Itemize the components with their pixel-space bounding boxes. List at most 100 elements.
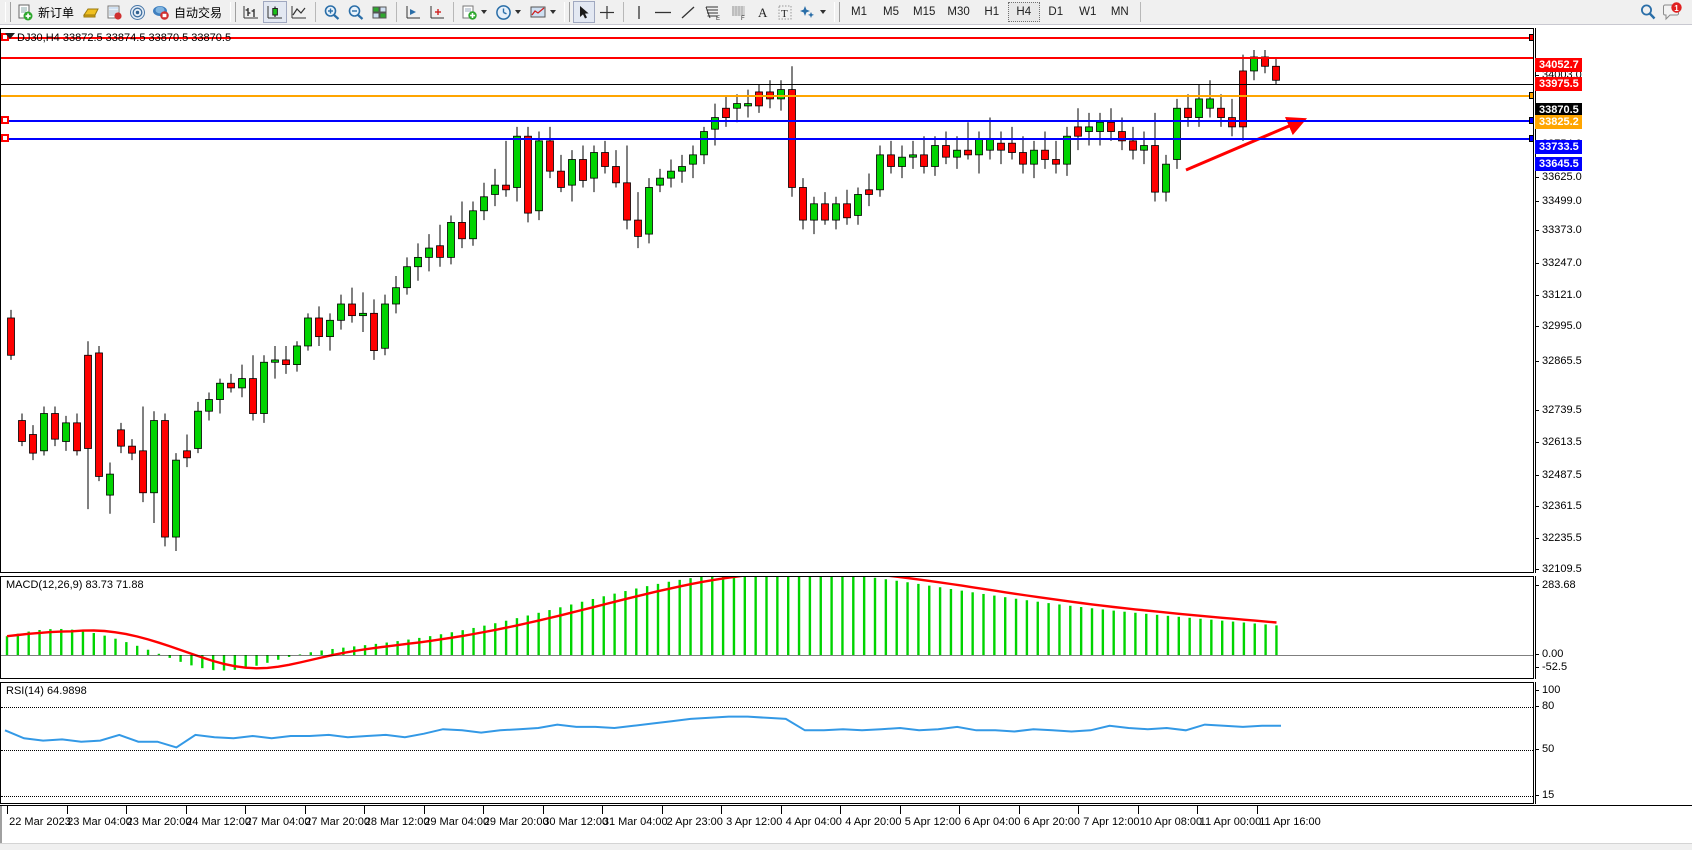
- chevron-down-icon-4[interactable]: [820, 10, 827, 14]
- cursor-tool-button[interactable]: [573, 1, 596, 23]
- level-anchor-support-lower[interactable]: [1, 134, 9, 142]
- price-tick: 32739.5: [1535, 405, 1582, 416]
- line-chart-button[interactable]: [287, 1, 311, 23]
- period-w1[interactable]: W1: [1079, 6, 1097, 18]
- label-tool-button[interactable]: T: [774, 1, 796, 23]
- chart-menu-toggle-icon[interactable]: [5, 33, 15, 39]
- price-chart-pane[interactable]: DJ30,H4 33872.5 33874.5 33870.5 33870.5: [0, 28, 1534, 573]
- time-tick: [66, 806, 68, 814]
- level-line-resistance-upper[interactable]: [1, 34, 1533, 41]
- shapes-tool-button[interactable]: [796, 1, 831, 23]
- toolbar-grip[interactable]: [5, 2, 11, 22]
- tile-windows-icon: [371, 4, 389, 21]
- crosshair-tool-button[interactable]: [595, 1, 619, 23]
- chart-settings-button[interactable]: [526, 1, 561, 23]
- time-label: 29 Mar 04:00: [424, 816, 490, 828]
- time-label: 5 Apr 12:00: [904, 816, 961, 828]
- time-label: 2 Apr 23:00: [666, 816, 723, 828]
- price-tag-support-upper[interactable]: 33733.5: [1535, 140, 1582, 154]
- macd-pane[interactable]: MACD(12,26,9) 83.73 71.88: [0, 576, 1534, 679]
- level-handle-resistance-upper[interactable]: [1529, 34, 1533, 41]
- toolbar-separator-2: [396, 2, 398, 22]
- level-line-support-upper[interactable]: [1, 117, 1533, 124]
- chevron-down-icon-2[interactable]: [515, 10, 522, 14]
- period-mn[interactable]: MN: [1110, 6, 1129, 18]
- indicators-menu-button[interactable]: [458, 1, 492, 23]
- gold-bar-button[interactable]: [79, 1, 103, 23]
- chevron-down-icon-3[interactable]: [550, 10, 557, 14]
- price-tag-entry-level[interactable]: 33825.2: [1535, 115, 1582, 129]
- toolbar-grip-4[interactable]: [834, 2, 841, 22]
- terminal-button[interactable]: [103, 1, 126, 23]
- hline-tool-button[interactable]: [650, 1, 676, 23]
- price-scale[interactable]: 34003.033870.533754.033625.033499.033373…: [1535, 28, 1692, 630]
- zoom-in-icon: [323, 4, 341, 21]
- macd-scale-axis: [1535, 576, 1536, 679]
- level-anchor-support-upper[interactable]: [1, 116, 9, 124]
- time-label: 31 Mar 04:00: [602, 816, 668, 828]
- tile-windows-button[interactable]: [368, 1, 392, 23]
- zoom-in-button[interactable]: [320, 1, 344, 23]
- time-tick: [364, 806, 366, 814]
- level-line-entry[interactable]: [1, 92, 1533, 99]
- text-tool-button[interactable]: A: [752, 1, 774, 23]
- svg-text:E: E: [716, 16, 720, 21]
- auto-scroll-button[interactable]: [425, 1, 449, 23]
- up-arrow-annotation[interactable]: [1, 29, 1533, 572]
- period-m30[interactable]: M30: [947, 6, 970, 18]
- main-toolbar: 新订单: [0, 0, 1692, 25]
- time-label: 7 Apr 12:00: [1083, 816, 1140, 828]
- time-label: 27 Mar 04:00: [245, 816, 311, 828]
- status-bar: [0, 843, 1692, 850]
- bar-chart-button[interactable]: [239, 1, 263, 23]
- level-handle-support-lower[interactable]: [1529, 135, 1533, 142]
- price-tag-resistance-lower[interactable]: 33975.5: [1535, 77, 1582, 91]
- signal-button[interactable]: [126, 1, 149, 23]
- time-tick: [245, 806, 247, 814]
- fibo-tool-button[interactable]: E: [700, 1, 726, 23]
- svg-text:1: 1: [1674, 4, 1679, 13]
- alerts-button[interactable]: 1: [1660, 1, 1686, 23]
- price-tag-current-price[interactable]: 33870.5: [1535, 103, 1582, 117]
- period-h1[interactable]: H1: [984, 6, 1000, 18]
- price-tag-support-lower[interactable]: 33645.5: [1535, 157, 1582, 171]
- new-order-button[interactable]: 新订单: [14, 1, 79, 23]
- vline-tool-button[interactable]: [628, 1, 650, 23]
- period-d1[interactable]: D1: [1048, 6, 1064, 18]
- level-line-support-lower[interactable]: [1, 135, 1533, 142]
- search-button[interactable]: [1636, 1, 1660, 23]
- period-menu-button[interactable]: [492, 1, 526, 23]
- zoom-out-button[interactable]: [344, 1, 368, 23]
- rsi-level-15: [1, 796, 1533, 797]
- period-h4[interactable]: H4: [1007, 2, 1040, 22]
- toolbar-grip-3[interactable]: [564, 2, 571, 22]
- toolbar-grip-2[interactable]: [230, 2, 237, 22]
- trendline-tool-button[interactable]: [676, 1, 700, 23]
- time-tick: [483, 806, 485, 814]
- chevron-down-icon[interactable]: [481, 10, 488, 14]
- price-tag-resistance-upper[interactable]: 34052.7: [1535, 58, 1582, 72]
- time-label: 29 Mar 20:00: [483, 816, 549, 828]
- rsi-pane[interactable]: RSI(14) 64.9898: [0, 682, 1534, 804]
- period-m5[interactable]: M5: [883, 6, 900, 18]
- level-handle-support-upper[interactable]: [1529, 117, 1533, 124]
- terminal-icon: [106, 4, 123, 21]
- time-label: 23 Mar 20:00: [126, 816, 192, 828]
- candlestick-chart-button[interactable]: [263, 1, 288, 23]
- level-line-resistance-lower[interactable]: [1, 57, 1533, 59]
- price-tick: 33499.0: [1535, 196, 1582, 207]
- time-label: 11 Apr 00:00: [1199, 816, 1262, 828]
- shift-start-button[interactable]: [401, 1, 425, 23]
- time-tick: [1257, 806, 1258, 814]
- time-axis[interactable]: 22 Mar 2023 23 Mar 04:00 23 Mar 20:00 24 Ma…: [0, 805, 1692, 850]
- grid-tool-button[interactable]: F: [726, 1, 752, 23]
- shapes-icon: [799, 4, 817, 21]
- period-m1[interactable]: M1: [851, 6, 868, 18]
- level-handle-entry[interactable]: [1529, 92, 1533, 99]
- time-label: 3 Apr 12:00: [726, 816, 783, 828]
- toolbar-separator-4: [623, 2, 625, 22]
- data-window-icon: [404, 4, 422, 21]
- autotrading-button[interactable]: 自动交易: [149, 1, 227, 23]
- period-m15[interactable]: M15: [913, 6, 936, 18]
- symbol-ohlc-label: DJ30,H4 33872.5 33874.5 33870.5 33870.5: [17, 32, 232, 44]
